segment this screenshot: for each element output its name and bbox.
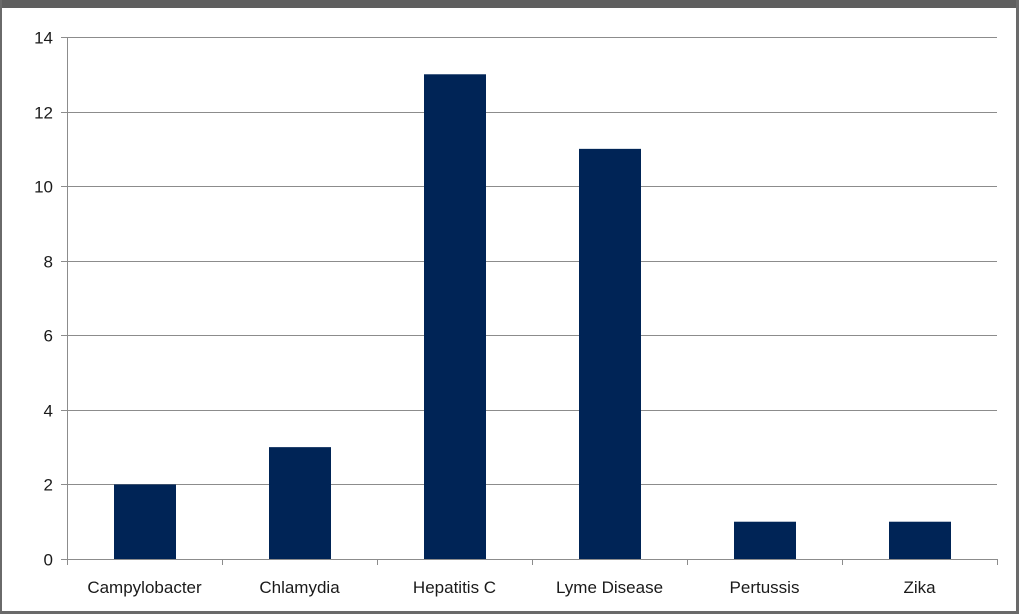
x-tick-label: Chlamydia (259, 578, 340, 597)
bar-chlamydia (269, 447, 331, 559)
bars (114, 74, 951, 560)
x-tick-label: Pertussis (730, 578, 800, 597)
bar-zika (889, 521, 951, 559)
gridlines (67, 37, 997, 485)
bar-lyme-disease (579, 148, 641, 559)
y-tick-label: 14 (34, 29, 53, 48)
bar-hepatitis-c (424, 74, 486, 560)
y-tick-label: 12 (34, 104, 53, 123)
x-tick-label: Hepatitis C (413, 578, 496, 597)
window-frame-right (1016, 0, 1019, 614)
x-tick-label: Campylobacter (87, 578, 202, 597)
window-frame-left (0, 0, 2, 614)
y-tick-label: 4 (44, 402, 53, 421)
bar-campylobacter (114, 484, 176, 559)
x-tick-labels: Campylobacter Chlamydia Hepatitis C Lyme Di… (87, 578, 936, 597)
y-tick-label: 0 (44, 551, 53, 570)
x-tick-label: Zika (903, 578, 936, 597)
bar-pertussis (734, 521, 796, 559)
y-tick-label: 8 (44, 253, 53, 272)
y-tick-label: 6 (44, 327, 53, 346)
axes (61, 37, 998, 565)
x-tick-label: Lyme Disease (556, 578, 663, 597)
y-tick-label: 10 (34, 178, 53, 197)
y-tick-labels: 0 2 4 6 8 10 12 14 (34, 29, 53, 570)
window-frame-bottom (0, 611, 1019, 614)
window-frame-top (0, 0, 1019, 8)
y-tick-label: 2 (44, 476, 53, 495)
